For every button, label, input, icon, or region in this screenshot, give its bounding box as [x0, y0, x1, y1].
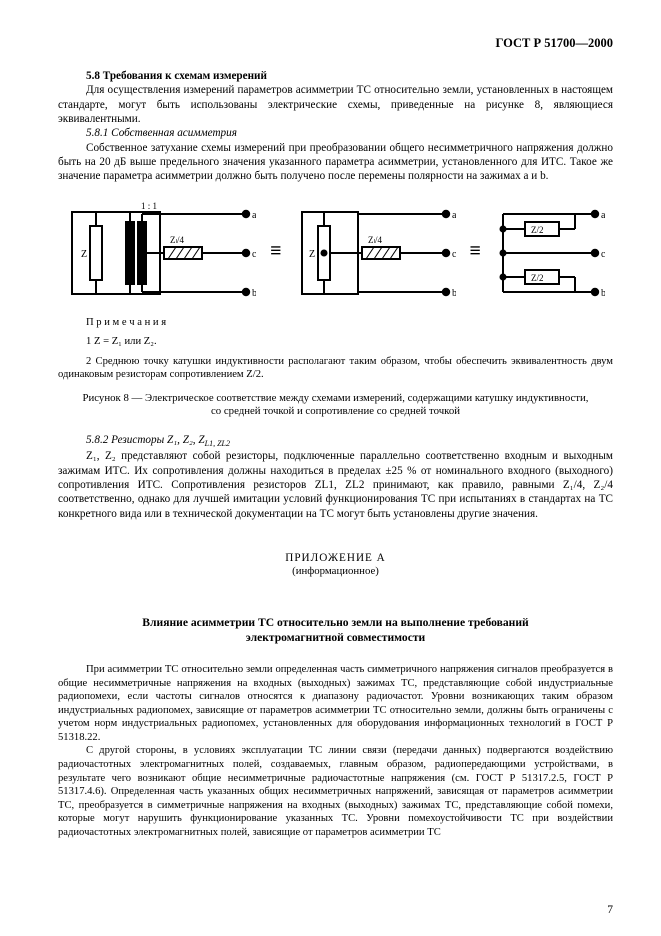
- svg-text:Z: Z: [81, 249, 87, 260]
- svg-text:Z/2: Z/2: [531, 225, 544, 235]
- svg-text:c: c: [452, 249, 456, 260]
- appendix-a-title: ПРИЛОЖЕНИЕ А: [58, 551, 613, 565]
- note-1: 1 Z = Z₁ или Z₂.: [58, 335, 613, 349]
- section-5-8-1-title: 5.8.1 Собственная асимметрия: [58, 126, 613, 140]
- s582-title-main: 5.8.2 Резисторы Z₁, Z₂, Z: [86, 434, 205, 446]
- section-5-8-2-p: Z₁, Z₂ представляют собой резисторы, под…: [58, 449, 613, 521]
- document-page: ГОСТ Р 51700—2000 5.8 Требования к схема…: [0, 0, 661, 936]
- fig8-line1: Рисунок 8 — Электрическое соответствие м…: [83, 392, 589, 404]
- fig8-line2: со средней точкой и сопротивление со сре…: [211, 405, 460, 417]
- circuit-b: Z a b: [296, 200, 456, 310]
- svg-text:Z/2: Z/2: [531, 273, 544, 283]
- svg-text:c: c: [601, 249, 605, 260]
- section-5-8-p1: Для осуществления измерений параметров а…: [58, 83, 613, 126]
- circuit-c: a b Z/2 Z/2: [495, 200, 605, 310]
- svg-text:1 : 1: 1 : 1: [141, 201, 157, 211]
- svg-text:Zₗ/4: Zₗ/4: [170, 235, 184, 245]
- svg-text:Z: Z: [309, 249, 315, 260]
- svg-text:a: a: [452, 210, 456, 221]
- svg-text:b: b: [452, 288, 456, 299]
- appendix-heading-1: Влияние асимметрии ТС относительно земли…: [142, 616, 528, 629]
- equiv-sign-1: ≡: [270, 239, 281, 271]
- appendix-a-sub: (информационное): [58, 565, 613, 579]
- figure-8-caption: Рисунок 8 — Электрическое соответствие м…: [58, 392, 613, 419]
- section-5-8-title: 5.8 Требования к схемам измерений: [58, 69, 613, 83]
- page-number: 7: [607, 903, 613, 918]
- appendix-p2: С другой стороны, в условиях эксплуатаци…: [58, 744, 613, 839]
- s582-title-sub: L1, ZL2: [205, 439, 230, 448]
- appendix-a-heading: Влияние асимметрии ТС относительно земли…: [58, 615, 613, 645]
- doc-code-header: ГОСТ Р 51700—2000: [58, 35, 613, 51]
- svg-text:a: a: [252, 210, 256, 221]
- section-5-8-2-title: 5.8.2 Резисторы Z₁, Z₂, ZL1, ZL2: [58, 433, 613, 449]
- equiv-sign-2: ≡: [470, 239, 481, 271]
- svg-text:a: a: [601, 210, 605, 221]
- note-2: 2 Среднюю точку катушки индуктивности ра…: [58, 355, 613, 382]
- figure-8-circuits: 1 : 1 Z a: [58, 200, 613, 310]
- svg-text:b: b: [601, 288, 605, 299]
- notes-head: П р и м е ч а н и я: [58, 316, 613, 330]
- section-5-8-1-p: Собственное затухание схемы измерений пр…: [58, 141, 613, 184]
- appendix-heading-2: электромагнитной совместимости: [246, 631, 425, 644]
- svg-text:b: b: [252, 288, 256, 299]
- svg-text:c: c: [252, 249, 256, 260]
- appendix-p1: При асимметрии ТС относительно земли опр…: [58, 663, 613, 744]
- circuit-a: 1 : 1 Z a: [66, 200, 256, 310]
- svg-text:Zₗ/4: Zₗ/4: [368, 235, 382, 245]
